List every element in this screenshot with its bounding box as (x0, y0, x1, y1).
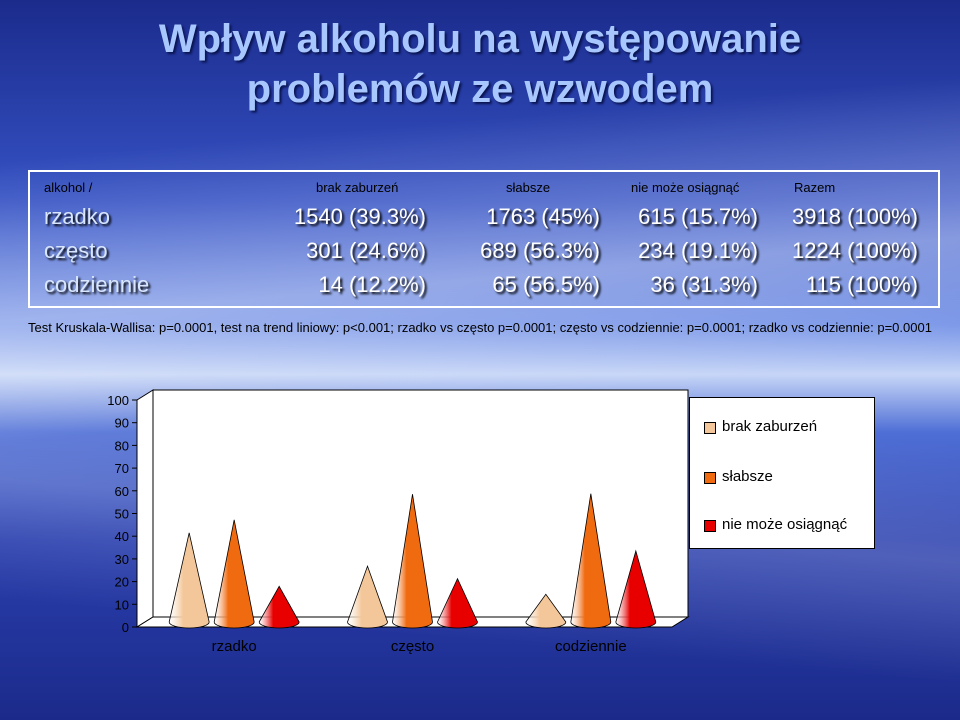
y-tick-label: 40 (115, 529, 129, 544)
x-category-label: codziennie (555, 638, 627, 655)
legend-item: słabsze (704, 468, 773, 486)
table-cell: 1540 (39.3%) (293, 204, 426, 229)
y-tick-label: 50 (115, 507, 129, 522)
cone-3 (258, 585, 300, 629)
table-cell: 1763 (45%) (486, 204, 600, 229)
y-tick-label: 30 (115, 552, 129, 567)
data-table: alkohol / brak zaburzeń słabsze nie może… (28, 170, 940, 308)
cone-2 (570, 493, 612, 629)
slide-title: Wpływ alkoholu na występowanie problemów… (0, 14, 960, 114)
header-brak-zaburzen: brak zaburzeń (316, 180, 399, 195)
y-tick-label: 80 (115, 438, 129, 453)
table-cell: 65 (56.5%) (492, 272, 600, 297)
header-alkohol: alkohol / (44, 180, 93, 195)
legend-item: brak zaburzeń (704, 418, 818, 436)
table-row: codziennie 14 (12.2%) 65 (56.5%) 36 (31.… (30, 272, 938, 306)
cone-3 (615, 549, 657, 629)
cone-1 (168, 532, 210, 629)
row-label: często (44, 238, 108, 263)
y-tick-label: 10 (115, 597, 129, 612)
x-category-label: rzadko (212, 638, 257, 655)
table-cell: 234 (19.1%) (638, 238, 758, 263)
table-cell: 3918 (100%) (792, 204, 918, 229)
legend-label: nie może osiągnąć (722, 516, 848, 533)
plot-side-wall (136, 389, 154, 628)
table-cell: 615 (15.7%) (638, 204, 758, 229)
stats-note: Test Kruskala-Wallisa: p=0.0001, test na… (28, 320, 932, 335)
header-razem: Razem (794, 180, 836, 195)
x-category-label: często (391, 638, 434, 655)
header-slabsze: słabsze (506, 180, 551, 195)
table-cell: 689 (56.3%) (480, 238, 600, 263)
legend-swatch (704, 422, 716, 434)
legend-label: słabsze (722, 468, 773, 485)
table-row: często 301 (24.6%) 689 (56.3%) 234 (19.1… (30, 238, 938, 272)
legend-swatch (704, 520, 716, 532)
cone-2 (213, 519, 255, 629)
table-cell: 115 (100%) (805, 272, 918, 297)
cone-2 (392, 494, 433, 629)
cone-1 (347, 564, 388, 629)
legend-item: nie może osiągnąć (704, 516, 848, 534)
table-cell: 36 (31.3%) (650, 272, 758, 297)
table-row: rzadko 1540 (39.3%) 1763 (45%) 615 (15.7… (30, 204, 938, 238)
y-tick-label: 70 (115, 461, 129, 476)
legend-swatch (704, 472, 716, 484)
y-tick-label: 0 (122, 620, 129, 635)
table-cell: 14 (12.2%) (318, 272, 426, 297)
y-tick-label: 20 (115, 575, 129, 590)
y-tick-label: 90 (115, 416, 129, 431)
row-label: rzadko (44, 204, 111, 229)
table-cell: 1224 (100%) (792, 238, 918, 263)
y-tick-label: 60 (115, 484, 129, 499)
title-line-1: Wpływ alkoholu na występowanie (158, 17, 802, 61)
table-cell: 301 (24.6%) (306, 238, 426, 263)
cone-1 (525, 593, 567, 629)
title-line-2: problemów ze wzwodem (246, 67, 714, 111)
cone-3 (437, 577, 478, 629)
y-tick-label: 100 (107, 393, 129, 408)
chart-legend: brak zaburzeń słabsze nie może osiągnąć (689, 397, 875, 549)
header-nie-moze: nie może osiągnąć (631, 180, 740, 195)
legend-label: brak zaburzeń (722, 418, 818, 435)
row-label: codziennie (44, 272, 150, 297)
